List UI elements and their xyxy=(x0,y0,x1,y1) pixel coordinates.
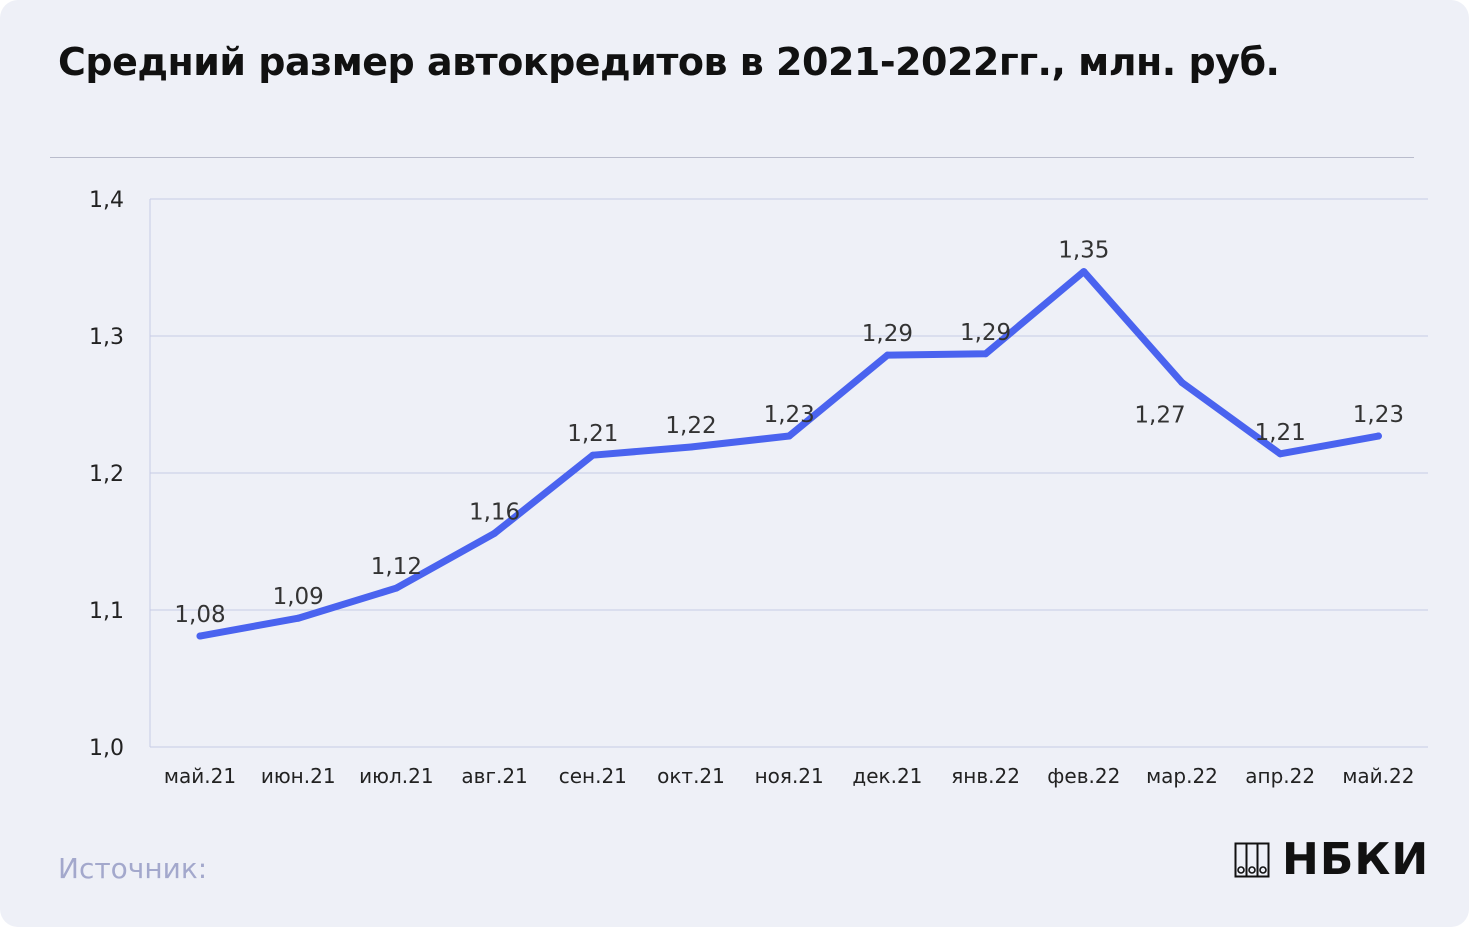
series-line-layer xyxy=(196,268,1382,640)
data-point xyxy=(687,443,695,451)
nbki-logo: НБКИ xyxy=(1234,838,1429,882)
data-label: 1,08 xyxy=(174,602,225,628)
data-labels: 1,08 1,09 1,12 1,16 1,21 1,22 1,23 1,29 1,29 1,35… xyxy=(174,238,1404,628)
data-label: 1,29 xyxy=(862,321,913,347)
data-label: 1,23 xyxy=(764,402,815,428)
x-tick-label: мар.22 xyxy=(1146,764,1218,788)
x-tick-label: май.22 xyxy=(1342,764,1414,788)
data-point xyxy=(1080,268,1088,276)
data-point xyxy=(1276,450,1284,458)
series-line xyxy=(196,268,1382,640)
x-tick-label: окт.21 xyxy=(657,764,725,788)
data-point xyxy=(785,432,793,440)
logo-text: НБКИ xyxy=(1282,834,1430,885)
data-label: 1,22 xyxy=(665,413,716,439)
y-tick-label: 1,1 xyxy=(89,599,124,624)
x-tick-label: июл.21 xyxy=(359,764,433,788)
source-label: Источник: xyxy=(58,852,208,885)
data-label: 1,21 xyxy=(567,421,618,447)
data-point xyxy=(392,584,400,592)
data-point xyxy=(1178,379,1186,387)
x-tick-label: авг.21 xyxy=(461,764,527,788)
x-tick-label: дек.21 xyxy=(852,764,922,788)
data-label: 1,09 xyxy=(273,584,324,610)
data-label: 1,23 xyxy=(1353,402,1404,428)
x-tick-label: сен.21 xyxy=(559,764,627,788)
y-tick-label: 1,2 xyxy=(89,462,124,487)
data-label: 1,27 xyxy=(1134,403,1185,429)
x-tick-label: апр.22 xyxy=(1245,764,1315,788)
x-tick-label: май.21 xyxy=(164,764,236,788)
y-tick-labels: 1,0 1,1 1,2 1,3 1,4 xyxy=(89,188,124,761)
nbki-logo-icon xyxy=(1234,842,1270,878)
x-tick-label: фев.22 xyxy=(1047,764,1120,788)
data-label: 1,12 xyxy=(371,554,422,580)
data-point xyxy=(294,614,302,622)
data-point xyxy=(589,451,597,459)
y-tick-label: 1,4 xyxy=(89,188,124,213)
y-tick-label: 1,3 xyxy=(89,325,124,350)
y-tick-label: 1,0 xyxy=(89,736,124,761)
data-point xyxy=(196,632,204,640)
x-tick-label: июн.21 xyxy=(261,764,336,788)
data-point xyxy=(883,351,891,359)
x-tick-label: янв.22 xyxy=(951,764,1020,788)
data-point xyxy=(491,529,499,537)
data-label: 1,21 xyxy=(1255,420,1306,446)
axes xyxy=(149,199,1428,748)
x-tick-label: ноя.21 xyxy=(755,764,824,788)
data-label: 1,29 xyxy=(960,320,1011,346)
x-tick-labels: май.21 июн.21 июл.21 авг.21 сен.21 окт.21 ноя.… xyxy=(164,764,1415,788)
data-point xyxy=(982,350,990,358)
chart-title: Средний размер автокредитов в 2021-2022г… xyxy=(58,40,1280,84)
grid-lines xyxy=(150,198,1428,611)
data-point xyxy=(1374,432,1382,440)
title-divider xyxy=(50,157,1414,158)
data-label: 1,35 xyxy=(1058,238,1109,264)
data-label: 1,16 xyxy=(469,499,520,525)
